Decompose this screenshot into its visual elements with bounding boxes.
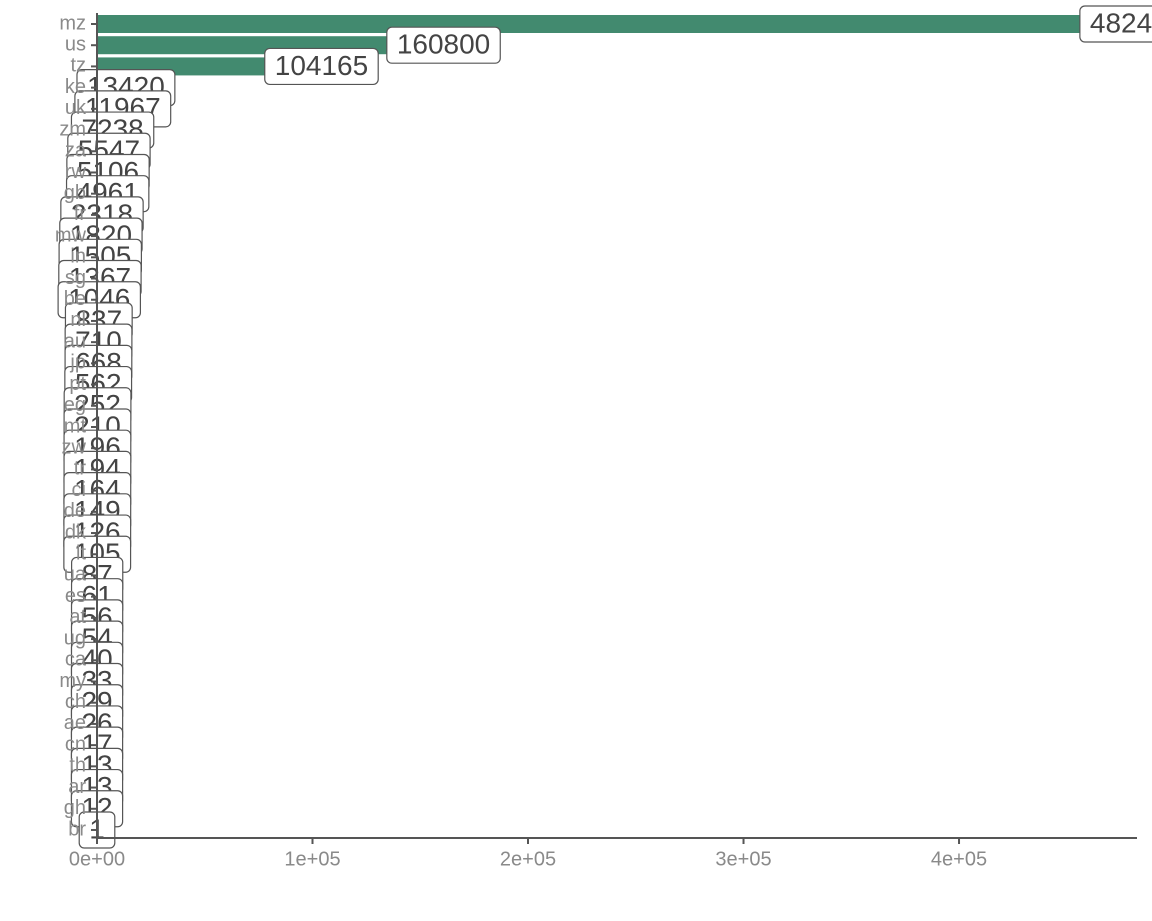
x-tick-label: 3e+05 bbox=[715, 848, 771, 870]
y-tick-label: fr bbox=[74, 203, 87, 225]
value-label-box bbox=[386, 26, 501, 64]
value-label: 482400 bbox=[1079, 5, 1152, 43]
y-tick-label: nl bbox=[70, 309, 86, 331]
value-label-text: 104165 bbox=[275, 50, 368, 81]
y-tick-label: ca bbox=[65, 649, 87, 671]
bar bbox=[97, 15, 1137, 33]
y-tick-label: tz bbox=[70, 55, 86, 77]
x-tick-label: 1e+05 bbox=[284, 848, 340, 870]
y-tick-label: mz bbox=[59, 12, 86, 34]
y-tick-label: at bbox=[69, 606, 86, 628]
y-tick-label: ci bbox=[72, 479, 86, 501]
y-tick-label: za bbox=[65, 140, 87, 162]
value-label-box bbox=[264, 47, 379, 86]
y-tick-label: zw bbox=[62, 436, 87, 458]
value-label-box bbox=[1079, 5, 1152, 43]
value-label-text: 482400 bbox=[1090, 7, 1152, 38]
y-tick-label: gh bbox=[64, 797, 86, 819]
y-tick-label: mw bbox=[55, 224, 87, 246]
value-label: 104165 bbox=[264, 47, 379, 86]
value-label-text: 160800 bbox=[397, 29, 490, 60]
y-tick-label: jp bbox=[69, 352, 86, 374]
y-tick-label: mt bbox=[64, 415, 87, 437]
y-tick-label: sg bbox=[65, 267, 86, 289]
y-tick-label: zm bbox=[59, 118, 86, 140]
y-tick-label: ae bbox=[64, 712, 86, 734]
y-tick-label: my bbox=[59, 670, 86, 692]
y-tick-label: de bbox=[64, 500, 86, 522]
y-tick-label: ke bbox=[65, 76, 86, 98]
x-tick-label: 4e+05 bbox=[931, 848, 987, 870]
y-tick-label: ch bbox=[65, 691, 86, 713]
y-tick-label: th bbox=[69, 755, 86, 777]
y-tick-label: dk bbox=[65, 521, 87, 543]
y-tick-label: be bbox=[64, 288, 86, 310]
y-tick-label: gb bbox=[64, 182, 86, 204]
y-tick-label: uk bbox=[65, 97, 87, 119]
y-tick-label: ug bbox=[64, 627, 86, 649]
y-tick-label: ar bbox=[68, 776, 86, 798]
x-tick-label: 0e+00 bbox=[69, 848, 125, 870]
x-tick-label: 2e+05 bbox=[500, 848, 556, 870]
value-label: 160800 bbox=[386, 26, 501, 64]
y-tick-label: rw bbox=[65, 161, 87, 183]
y-tick-label: pt bbox=[69, 373, 86, 395]
y-tick-label: br bbox=[68, 818, 86, 840]
y-tick-label: lt bbox=[76, 543, 86, 565]
value-labels: 4824001608001041651342011967723855475106… bbox=[57, 5, 1152, 849]
y-tick-label: us bbox=[65, 33, 86, 55]
y-tick-label: cn bbox=[65, 733, 86, 755]
y-tick-label: es bbox=[65, 585, 86, 607]
y-tick-label: ua bbox=[64, 564, 87, 586]
y-tick-label: in bbox=[70, 246, 86, 268]
y-tick-label: au bbox=[64, 330, 86, 352]
y-tick-label: tr bbox=[74, 458, 87, 480]
y-tick-label: eg bbox=[64, 394, 86, 416]
bars bbox=[97, 15, 1137, 839]
